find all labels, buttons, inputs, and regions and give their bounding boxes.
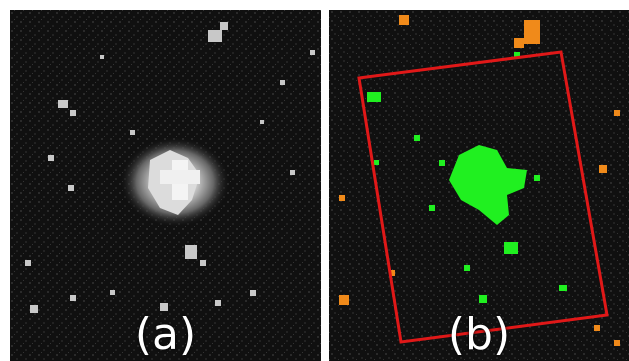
urban-extraction-image <box>329 10 629 361</box>
panel-a-night-lights: (a) <box>10 10 321 361</box>
panel-a-label: (a) <box>134 309 197 360</box>
panel-divider <box>321 0 329 361</box>
outside-lights <box>339 15 620 346</box>
panel-b-urban-extraction: (b) <box>329 10 629 361</box>
city-core <box>120 137 230 227</box>
detected-urban-area <box>367 52 567 303</box>
boundary-polygon <box>357 50 609 344</box>
scattered-lights <box>25 22 315 313</box>
panel-b-label: (b) <box>447 309 511 360</box>
night-lights-image <box>10 10 321 361</box>
